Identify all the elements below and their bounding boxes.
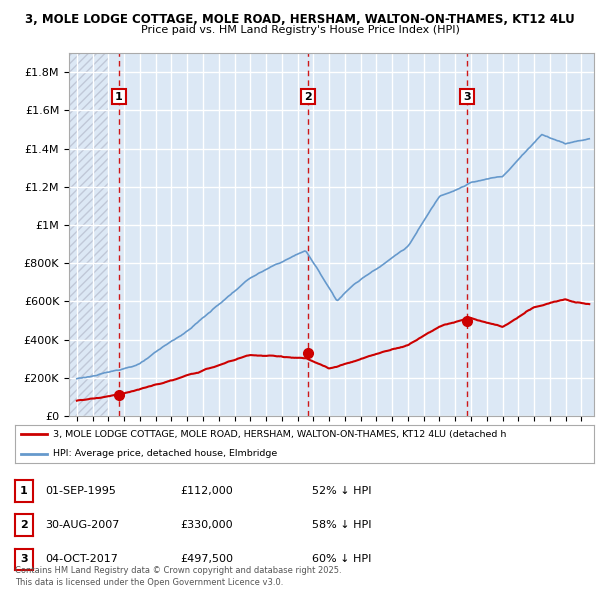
Text: 3, MOLE LODGE COTTAGE, MOLE ROAD, HERSHAM, WALTON-ON-THAMES, KT12 4LU (detached : 3, MOLE LODGE COTTAGE, MOLE ROAD, HERSHA… <box>53 430 506 439</box>
Text: 52% ↓ HPI: 52% ↓ HPI <box>312 486 371 496</box>
Text: 3: 3 <box>463 91 471 101</box>
Text: £112,000: £112,000 <box>180 486 233 496</box>
Text: £330,000: £330,000 <box>180 520 233 530</box>
Text: 04-OCT-2017: 04-OCT-2017 <box>45 555 118 564</box>
Text: £497,500: £497,500 <box>180 555 233 564</box>
Text: Contains HM Land Registry data © Crown copyright and database right 2025.
This d: Contains HM Land Registry data © Crown c… <box>15 566 341 587</box>
Text: 58% ↓ HPI: 58% ↓ HPI <box>312 520 371 530</box>
Bar <box>69 53 109 416</box>
Text: Price paid vs. HM Land Registry's House Price Index (HPI): Price paid vs. HM Land Registry's House … <box>140 25 460 35</box>
Text: 2: 2 <box>20 520 28 530</box>
Text: 30-AUG-2007: 30-AUG-2007 <box>45 520 119 530</box>
Text: 1: 1 <box>115 91 123 101</box>
Text: 01-SEP-1995: 01-SEP-1995 <box>45 486 116 496</box>
Text: 3: 3 <box>20 555 28 564</box>
Text: 1: 1 <box>20 486 28 496</box>
Text: 3, MOLE LODGE COTTAGE, MOLE ROAD, HERSHAM, WALTON-ON-THAMES, KT12 4LU: 3, MOLE LODGE COTTAGE, MOLE ROAD, HERSHA… <box>25 13 575 26</box>
Text: HPI: Average price, detached house, Elmbridge: HPI: Average price, detached house, Elmb… <box>53 449 277 458</box>
Text: 60% ↓ HPI: 60% ↓ HPI <box>312 555 371 564</box>
Text: 2: 2 <box>304 91 312 101</box>
